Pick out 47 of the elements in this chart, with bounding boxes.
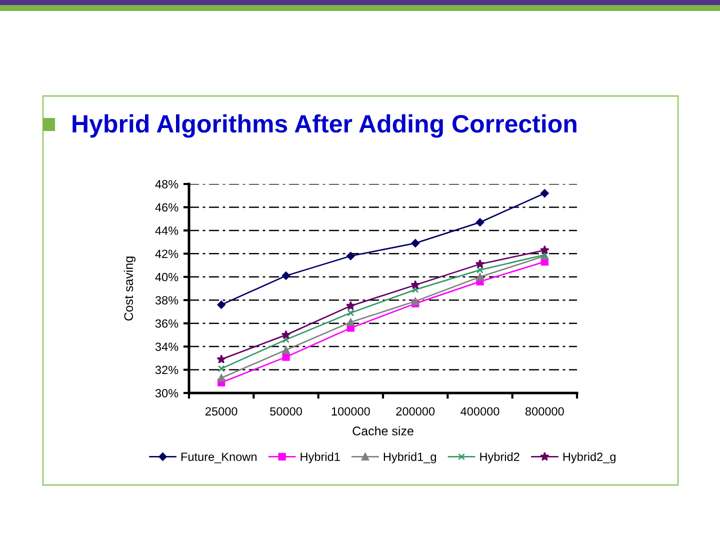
point (282, 346, 290, 354)
point (347, 309, 354, 316)
x-tick-label: 100000 (332, 407, 370, 416)
y-tick-label: 38% (155, 296, 178, 305)
y-tick-label: 44% (155, 226, 178, 235)
point (412, 286, 419, 294)
point (216, 354, 226, 364)
point (540, 245, 550, 254)
legend-label: Future_Known (181, 452, 256, 464)
point (476, 266, 484, 274)
y-tick-label: 36% (155, 319, 178, 328)
legend-label: Hybrid1 (300, 452, 340, 464)
x-tick-label: 50000 (270, 407, 302, 416)
point (346, 252, 355, 260)
point (282, 272, 290, 280)
y-tick-label: 30% (155, 389, 178, 398)
point (410, 280, 420, 290)
x-tick-label: 25000 (206, 407, 238, 416)
legend-label: Hybrid2 (480, 452, 520, 464)
point (476, 273, 484, 281)
y-tick-label: 40% (155, 272, 178, 282)
point (475, 259, 485, 268)
point (540, 189, 549, 198)
legend-label: Hybrid1_g (384, 452, 436, 464)
chart-title: Hybrid Algorithms After Adding Correction (72, 114, 576, 138)
y-tick-label: 46% (155, 203, 178, 212)
point (218, 374, 226, 382)
x-tick-label: 400000 (460, 407, 500, 416)
point (346, 301, 356, 310)
point (217, 300, 226, 309)
point (282, 336, 290, 344)
legend-label: Hybrid2_g (563, 452, 616, 464)
point (218, 365, 225, 372)
y-tick-label: 34% (155, 342, 178, 351)
point (282, 353, 290, 361)
x-tick-label: 800000 (525, 407, 564, 416)
x-tick-label: 200000 (396, 407, 435, 416)
y-tick-label: 48% (155, 180, 178, 188)
y-axis-title: Cost saving (124, 256, 136, 321)
point (346, 318, 354, 326)
x-axis-title: Cache size (352, 426, 414, 436)
y-tick-label: 32% (155, 366, 178, 374)
y-tick-label: 42% (155, 250, 178, 258)
point (281, 330, 291, 340)
point (412, 297, 420, 306)
point (476, 218, 484, 226)
point (411, 239, 420, 248)
